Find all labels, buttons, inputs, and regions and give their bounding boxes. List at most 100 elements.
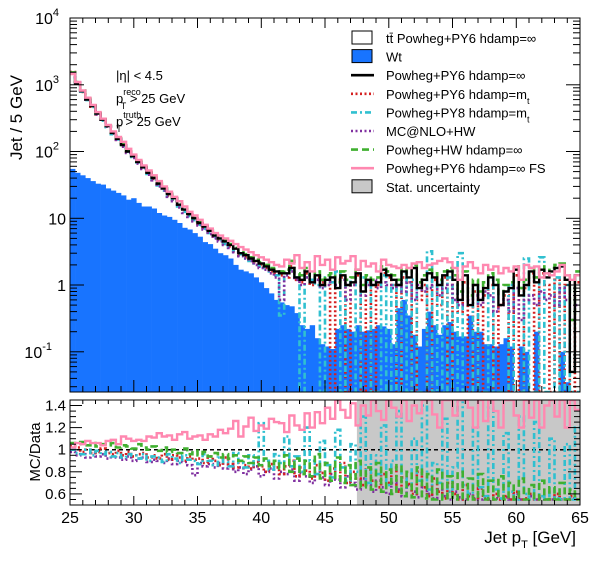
wt-bar	[508, 346, 514, 392]
cut-label-superscript: truth	[123, 110, 141, 120]
ratio-powheg-py8-hdamp-m-t	[70, 400, 580, 501]
wt-bar	[365, 330, 372, 392]
x-tick-label: 25	[61, 510, 79, 527]
wt-bar	[416, 346, 423, 392]
wt-bar	[166, 216, 173, 392]
wt-bar	[258, 282, 265, 392]
wt-bar	[493, 346, 499, 392]
y-tick-label-base: 10	[24, 345, 42, 362]
top-y-axis-label: Jet / 5 GeV	[7, 74, 26, 160]
legend-label: Powheg+PY8 hdamp=mt	[386, 105, 530, 124]
y-tick-label-exponent: 4	[53, 7, 59, 19]
ratio-y-tick-label: 1.2	[45, 420, 66, 437]
wt-bar	[192, 233, 198, 392]
y-tick-label: 103	[35, 74, 59, 95]
wt-bar	[146, 206, 152, 392]
wt-bar	[268, 293, 275, 392]
wt-bar	[355, 325, 361, 392]
wt-bar	[126, 199, 132, 392]
legend-label-subscript: t	[527, 114, 530, 124]
ratio-y-tick-label: 0.6	[45, 486, 66, 503]
wt-bar	[370, 328, 377, 392]
cut-label-rest: > 25 GeV	[122, 114, 181, 129]
wt-bar	[248, 273, 254, 392]
legend-label-text: Powheg+PY6 hdamp=∞ FS	[386, 161, 546, 176]
wt-bar	[228, 258, 234, 392]
wt-bar	[376, 325, 382, 392]
legend-label: Wt	[386, 50, 402, 65]
wt-bar	[243, 271, 249, 392]
wt-bar	[197, 236, 203, 392]
ratio-y-axis: 0.6 0.8 1 1.2 1.4	[45, 398, 580, 506]
wt-bar	[217, 253, 224, 392]
y-tick-label-exponent: 2	[53, 141, 59, 153]
wt-bar	[105, 188, 112, 392]
wt-bar	[381, 326, 387, 392]
wt-bar	[156, 213, 163, 392]
wt-bar	[503, 338, 509, 392]
y-tick-label: 10-1	[24, 341, 52, 362]
wt-bar	[437, 334, 443, 392]
cut-label-subscript: T	[116, 124, 122, 134]
x-tick-label: 40	[252, 510, 270, 527]
wt-bar	[401, 299, 407, 392]
y-tick-label-base: 10	[48, 211, 66, 228]
cut-label: |η| < 4.5	[116, 68, 163, 83]
wt-bar	[294, 313, 300, 392]
legend-label-text: tt̄ Powheg+PY6 hdamp=∞	[386, 31, 536, 46]
wt-bar	[253, 277, 259, 392]
wt-bar	[483, 344, 489, 392]
wt-bar	[100, 184, 106, 392]
wt-bar	[411, 334, 418, 392]
wt-bar	[131, 198, 137, 392]
wt-bar	[115, 192, 122, 392]
wt-bar	[340, 325, 346, 392]
wt-bar	[141, 206, 147, 392]
wt-bar	[325, 346, 331, 392]
cut-label: preco T > 25 GeV	[116, 87, 185, 111]
wt-bar	[386, 328, 392, 392]
wt-bar	[406, 315, 412, 392]
wt-bar	[452, 331, 458, 392]
ratio-y-tick-label: 1.4	[45, 398, 66, 415]
wt-bar	[85, 178, 91, 392]
cut-label-main: p	[116, 114, 123, 129]
legend-label: Powheg+HW hdamp=∞	[386, 143, 522, 158]
wt-bar	[202, 242, 208, 392]
legend-label: Powheg+PY6 hdamp=∞	[386, 68, 525, 83]
cut-label: ptruth T > 25 GeV	[116, 110, 181, 134]
wt-bar	[330, 349, 336, 392]
y-tick-label-base: 10	[35, 11, 53, 28]
legend-label-text: Powheg+PY6 hdamp=∞	[386, 68, 525, 83]
ratio-x-axis: 25 30 35 40 45 50 55 60 65	[61, 400, 589, 527]
wt-bar	[498, 344, 504, 392]
wt-bar	[207, 244, 214, 392]
x-tick-label: 55	[444, 510, 462, 527]
wt-bar	[467, 315, 474, 392]
ratio-powheg-hw-hdamp	[70, 440, 580, 501]
wt-bar	[534, 331, 540, 392]
wt-bar	[151, 208, 157, 392]
legend: tt̄ Powheg+PY6 hdamp=∞ Wt Powheg+PY6 hdamp…	[351, 30, 546, 195]
wt-bar	[457, 336, 463, 392]
cut-label-rest: > 25 GeV	[126, 91, 185, 106]
wt-bar	[110, 190, 117, 392]
wt-bar	[335, 328, 341, 392]
wt-bar	[70, 168, 76, 392]
ratio-y-tick-label: 1	[58, 442, 66, 459]
wt-bar	[223, 255, 229, 392]
y-tick-label: 10	[48, 211, 66, 228]
x-axis-label-subscript: T	[521, 539, 528, 551]
wt-bar	[421, 328, 428, 392]
wt-bar	[447, 322, 453, 392]
legend-label: MC@NLO+HW	[386, 124, 476, 139]
y-tick-label-exponent: -1	[42, 341, 52, 353]
legend-label-text: Powheg+PY6 hdamp=m	[386, 87, 527, 102]
wt-bar	[396, 308, 402, 392]
top-x-ticks	[69, 18, 581, 392]
wt-bar	[299, 325, 305, 392]
wt-bar	[279, 302, 285, 392]
